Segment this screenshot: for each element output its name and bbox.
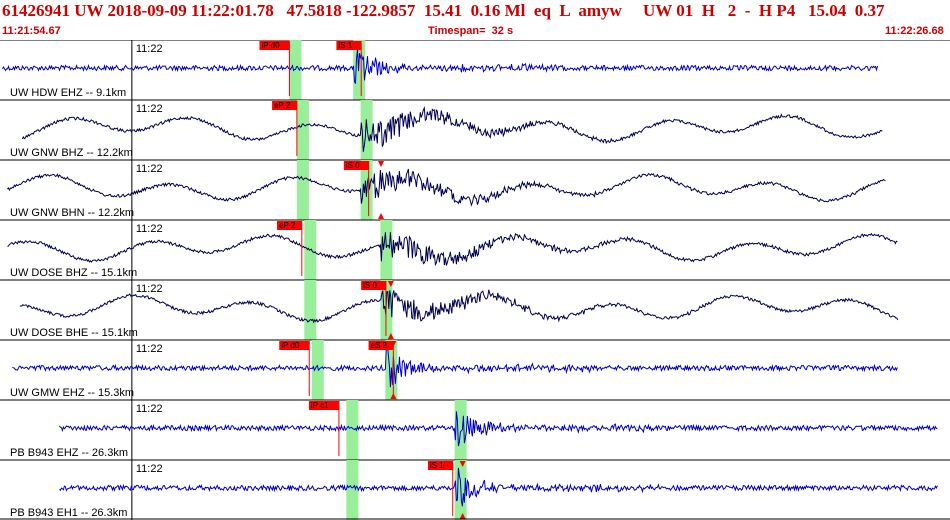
minute-tick-label: 11:22 xyxy=(136,43,163,55)
pick-flag xyxy=(272,101,297,110)
minute-tick-label: 11:22 xyxy=(136,223,163,235)
pick-window xyxy=(346,460,359,520)
event-dash: - xyxy=(744,1,751,20)
minute-tick-label: 11:22 xyxy=(136,343,163,355)
end-time: 11:22:26.68 xyxy=(885,25,944,37)
event-etype: eq xyxy=(533,1,551,20)
timespan-label: Timespan= 32 s xyxy=(428,25,514,37)
event-network: UW xyxy=(74,1,104,20)
pick-marker xyxy=(390,341,397,347)
event-rms: 0.37 xyxy=(854,1,885,20)
minute-tick-label: 11:22 xyxy=(136,463,163,475)
pick-label: iS 1 xyxy=(430,461,444,470)
seismogram-trace xyxy=(59,467,938,507)
pick-window xyxy=(360,100,373,160)
event-source: UW xyxy=(643,1,672,20)
pick-window xyxy=(353,40,366,100)
minute-tick-label: 11:22 xyxy=(136,283,163,295)
pick-marker xyxy=(459,513,466,519)
pick-label: eP 2 xyxy=(274,101,291,110)
event-depth: 15.41 xyxy=(423,1,463,20)
channel-label: UW DOSE BHZ -- 15.1km xyxy=(10,267,137,279)
pick-label: eP 2 xyxy=(279,221,296,230)
channel-label: UW GNW BHN -- 12.2km xyxy=(10,207,134,219)
channel-label: UW GMW EHZ -- 15.3km xyxy=(10,387,134,399)
pick-label: iS 0 xyxy=(346,161,360,170)
minute-tick-label: 11:22 xyxy=(136,163,163,175)
channel-label: PB B943 EHZ -- 26.3km xyxy=(10,447,128,459)
channel-label: UW HDW EHZ -- 9.1km xyxy=(10,87,126,99)
event-datetime: 2018-09-09 11:22:01.78 xyxy=(107,1,274,20)
pick-label: eS 2 xyxy=(371,341,388,350)
waveform-canvas[interactable]: 11:22 iP d0 iS 1 UW HDW EHZ -- 9.1km 11:22 eP… xyxy=(0,40,950,520)
pick-label: iP d0 xyxy=(281,341,300,350)
event-quality: H xyxy=(701,1,715,20)
seismogram-trace xyxy=(7,232,898,267)
pick-marker xyxy=(377,213,384,219)
minute-tick-label: 11:22 xyxy=(136,403,163,415)
event-dist: 15.04 xyxy=(808,1,847,20)
channel-label: UW GNW BHZ -- 12.2km xyxy=(10,147,133,159)
pick-window xyxy=(296,160,309,220)
pick-flag xyxy=(279,341,310,350)
pick-flag xyxy=(259,41,290,50)
pick-marker xyxy=(459,461,466,467)
channel-label: UW DOSE BHE -- 15.1km xyxy=(10,327,138,339)
seismogram-trace xyxy=(7,168,886,207)
seismogram-trace xyxy=(2,49,878,84)
pick-window xyxy=(304,280,317,340)
pick-flag xyxy=(427,461,453,470)
seismogram-trace xyxy=(12,344,898,388)
pick-flag xyxy=(343,161,369,170)
event-flag: L xyxy=(559,1,570,20)
channel-label: PB B943 EH1 -- 26.3km xyxy=(10,507,127,519)
event-lat: 47.5818 xyxy=(286,1,342,20)
minute-tick-label: 11:22 xyxy=(136,103,163,115)
seismogram-trace xyxy=(19,289,899,324)
event-lon: -122.9857 xyxy=(345,1,416,20)
pick-label: iS 0 xyxy=(363,281,377,290)
pick-window xyxy=(346,400,359,460)
pick-flag xyxy=(277,221,302,230)
event-mag-type: Ml xyxy=(504,1,526,20)
event-id: 61426941 xyxy=(2,1,70,20)
pick-marker xyxy=(387,281,394,287)
event-author: amyw xyxy=(578,1,622,20)
start-time: 11:21:54.67 xyxy=(2,25,61,37)
seismogram-trace xyxy=(58,411,938,447)
event-magnitude: 0.16 xyxy=(470,1,501,20)
event-summary-line: 61426941 UW 2018-09-09 11:22:01.78 47.58… xyxy=(2,1,885,21)
event-header: 61426941 UW 2018-09-09 11:22:01.78 47.58… xyxy=(0,0,950,26)
pick-label: iS 1 xyxy=(338,41,352,50)
pick-window xyxy=(296,100,309,160)
seismogram-trace xyxy=(21,106,883,152)
pick-marker xyxy=(387,333,394,339)
pick-label: iP d0 xyxy=(261,41,280,50)
pick-flag xyxy=(336,41,362,50)
event-version: 01 xyxy=(676,1,694,20)
pick-window xyxy=(380,220,393,280)
pick-flag xyxy=(368,341,394,350)
pick-flag xyxy=(361,281,386,290)
pick-window xyxy=(454,400,467,460)
pick-window xyxy=(311,340,324,400)
pick-flag xyxy=(308,401,339,410)
pick-label: iP c1 xyxy=(311,401,329,410)
event-phase-q: H P4 xyxy=(758,1,796,20)
pick-marker xyxy=(377,161,384,167)
waveform-panel[interactable]: 11:22 iP d0 iS 1 UW HDW EHZ -- 9.1km 11:22 eP… xyxy=(0,40,950,520)
event-nph: 2 xyxy=(727,1,737,20)
pick-marker xyxy=(390,393,397,399)
